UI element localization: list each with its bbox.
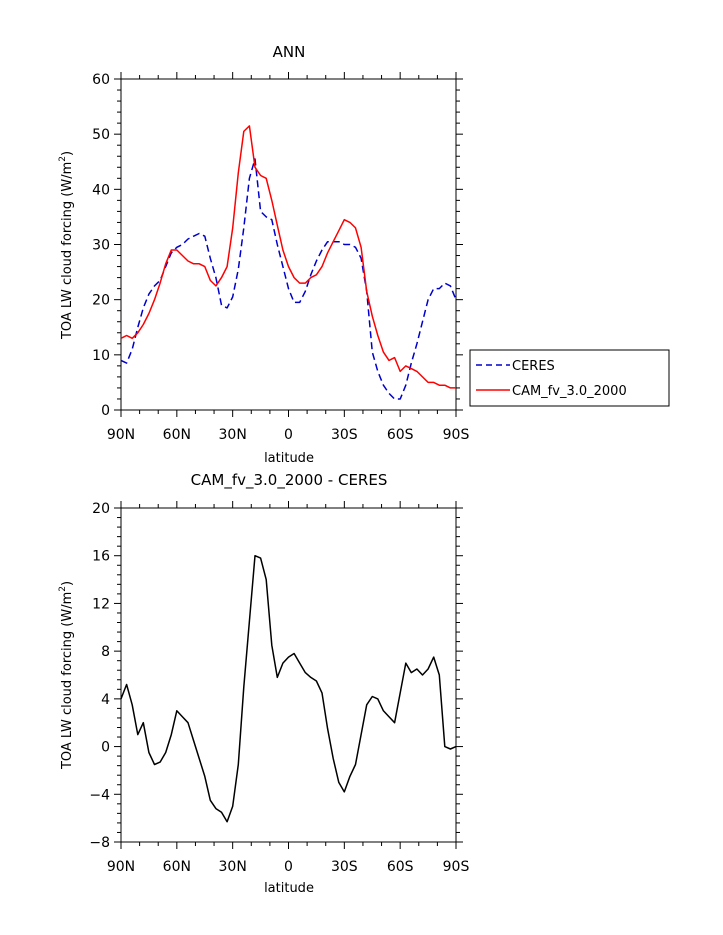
bottom-plot-frame <box>120 507 457 843</box>
legend: CERES CAM_fv_3.0_2000 <box>469 349 670 407</box>
bottom-y-axis-label-end: ) <box>60 581 75 586</box>
bottom-series-line-difference <box>120 554 457 823</box>
top-panel: ANN 0 10 20 30 40 50 60 90N 60N 30N 0 30S 60S 90S la… <box>58 43 469 466</box>
top-x-tick-label: 60N <box>163 427 191 443</box>
top-y-axis-label-main: TOA LW cloud forcing (W/m <box>60 162 75 340</box>
top-y-tick-label: 0 <box>101 403 110 419</box>
top-y-axis: 0 10 20 30 40 50 60 <box>92 72 463 419</box>
top-y-tick-label: 20 <box>92 293 110 309</box>
bottom-y-tick-label: 20 <box>92 501 110 517</box>
bottom-y-axis-label: TOA LW cloud forcing (W/m2) <box>58 581 75 770</box>
bottom-x-tick-label: 60N <box>163 859 191 875</box>
top-y-tick-label: 30 <box>92 238 110 254</box>
bottom-y-tick-label: 4 <box>101 692 110 708</box>
top-x-tick-label: 90N <box>107 427 135 443</box>
top-x-axis-label: latitude <box>264 451 314 466</box>
bottom-y-tick-label: −8 <box>89 835 110 851</box>
top-y-axis-label-end: ) <box>60 151 75 156</box>
bottom-x-axis-label: latitude <box>264 881 314 896</box>
top-y-tick-label: 40 <box>92 182 110 198</box>
bottom-x-tick-label: 30S <box>331 859 358 875</box>
top-x-tick-label: 0 <box>284 427 293 443</box>
top-x-tick-label: 30N <box>219 427 247 443</box>
legend-box <box>469 349 670 407</box>
top-series-line-ceres <box>120 158 457 400</box>
bottom-y-tick-label: 0 <box>101 740 110 756</box>
top-y-tick-label: 60 <box>92 72 110 88</box>
top-y-axis-label: TOA LW cloud forcing (W/m2) <box>58 151 75 340</box>
top-x-axis: 90N 60N 30N 0 30S 60S 90S <box>107 72 470 443</box>
top-x-tick-label: 90S <box>443 427 470 443</box>
bottom-x-axis: 90N 60N 30N 0 30S 60S 90S <box>107 501 470 875</box>
bottom-y-axis-label-main: TOA LW cloud forcing (W/m <box>60 592 75 770</box>
legend-label-cam: CAM_fv_3.0_2000 <box>512 384 627 399</box>
bottom-y-axis-label-sup: 2 <box>58 586 68 592</box>
top-title: ANN <box>273 43 306 61</box>
top-y-axis-label-sup: 2 <box>58 156 68 162</box>
top-series-line-cam-fv-3-0-2000 <box>120 125 456 389</box>
bottom-y-tick-label: 16 <box>92 549 110 565</box>
bottom-x-tick-label: 0 <box>284 859 293 875</box>
top-x-tick-label: 30S <box>331 427 358 443</box>
top-y-tick-label: 50 <box>92 127 110 143</box>
bottom-x-tick-label: 60S <box>387 859 414 875</box>
top-x-tick-label: 60S <box>387 427 414 443</box>
bottom-series-group <box>120 554 457 823</box>
bottom-x-tick-label: 30N <box>219 859 247 875</box>
legend-label-ceres: CERES <box>512 359 555 374</box>
bottom-x-tick-label: 90N <box>107 859 135 875</box>
top-plot-frame <box>120 78 457 411</box>
top-y-tick-label: 10 <box>92 348 110 364</box>
bottom-y-tick-label: 12 <box>92 596 110 612</box>
bottom-y-axis: −8 −4 0 4 8 12 16 20 <box>89 501 463 851</box>
bottom-y-tick-label: 8 <box>101 644 110 660</box>
top-series-group <box>120 125 457 400</box>
bottom-x-tick-label: 90S <box>443 859 470 875</box>
bottom-title: CAM_fv_3.0_2000 - CERES <box>191 471 388 490</box>
bottom-y-tick-label: −4 <box>89 787 110 803</box>
